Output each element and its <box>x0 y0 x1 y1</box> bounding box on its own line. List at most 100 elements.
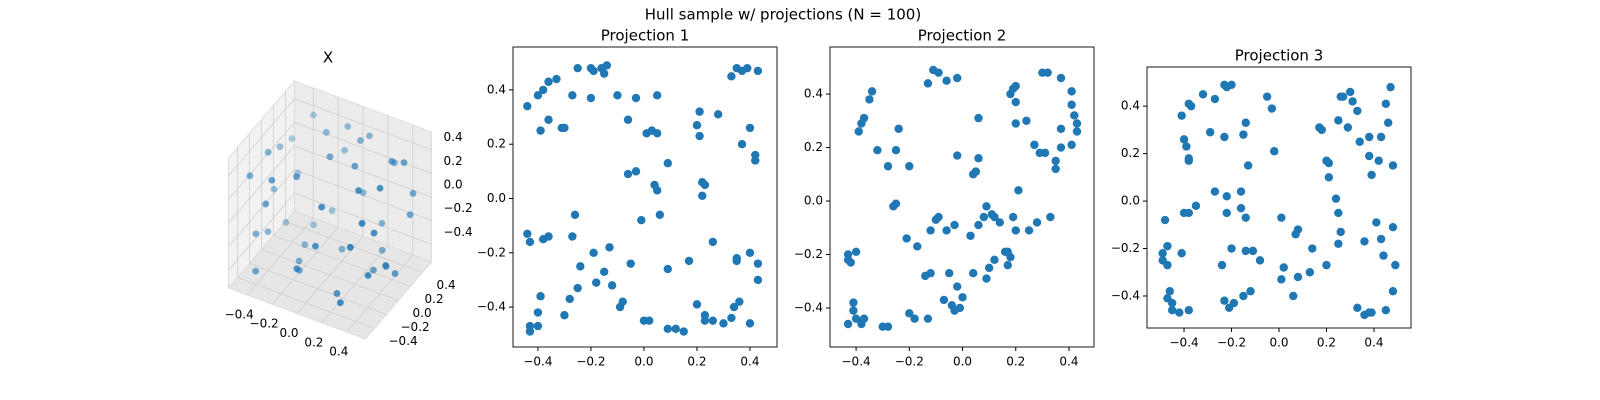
point <box>934 68 943 77</box>
point <box>533 308 543 317</box>
point <box>1070 111 1079 120</box>
axes-title: Projection 3 <box>1235 47 1323 65</box>
point <box>1365 151 1374 161</box>
point <box>341 146 348 154</box>
point <box>891 146 901 155</box>
point <box>984 263 994 273</box>
point <box>570 210 580 219</box>
point <box>1236 203 1246 213</box>
point <box>366 132 373 140</box>
x-tick-label: −0.4 <box>1169 336 1198 350</box>
point <box>1160 215 1170 225</box>
point <box>378 219 386 227</box>
point <box>950 306 959 315</box>
point <box>652 91 662 100</box>
point <box>358 220 366 227</box>
x-tick-label: 0.2 <box>687 355 706 369</box>
z-grid-line <box>294 145 432 198</box>
point <box>1293 272 1303 282</box>
point <box>1056 124 1066 134</box>
point <box>282 219 290 226</box>
point <box>1220 296 1229 305</box>
z-grid-line <box>294 192 432 245</box>
point <box>679 327 688 336</box>
point <box>364 272 372 279</box>
point <box>1338 92 1348 101</box>
point <box>727 313 736 323</box>
point <box>525 237 535 247</box>
point <box>695 131 704 141</box>
point <box>1243 161 1253 170</box>
point <box>645 316 654 325</box>
point <box>867 87 877 96</box>
point <box>1056 143 1066 152</box>
point <box>642 129 651 138</box>
point <box>1289 291 1298 301</box>
point <box>692 300 702 309</box>
point <box>589 66 598 76</box>
point <box>753 275 763 285</box>
point <box>982 202 991 211</box>
point <box>605 243 614 252</box>
point <box>1014 186 1023 195</box>
point <box>615 302 625 312</box>
z-grid-line <box>294 121 432 174</box>
point <box>713 110 723 119</box>
point <box>942 76 951 85</box>
point <box>1293 225 1303 234</box>
point <box>1067 140 1076 150</box>
point <box>533 321 543 331</box>
point <box>700 316 710 325</box>
point <box>1367 308 1376 317</box>
point <box>934 212 943 222</box>
point <box>1388 161 1398 170</box>
point <box>966 231 975 240</box>
point <box>1241 118 1250 127</box>
point <box>1227 80 1236 89</box>
point <box>1011 226 1020 235</box>
point <box>990 212 999 222</box>
point <box>698 191 707 200</box>
point <box>1355 137 1364 146</box>
point <box>409 190 417 197</box>
point <box>288 135 296 142</box>
point <box>926 269 935 278</box>
point <box>1388 287 1398 296</box>
y-tick-label: 0.0 <box>1121 194 1140 208</box>
point <box>390 159 398 167</box>
point <box>1008 212 1018 222</box>
x-tick-label: −0.4 <box>225 307 254 321</box>
point <box>974 113 983 123</box>
x-tick-label: −0.4 <box>842 355 871 369</box>
point <box>338 245 346 253</box>
point <box>1222 208 1231 218</box>
point <box>1220 132 1229 142</box>
point <box>552 74 561 84</box>
point <box>1205 128 1215 137</box>
point <box>525 327 535 336</box>
point <box>346 243 354 251</box>
point <box>655 210 665 219</box>
point <box>406 211 414 219</box>
point <box>968 269 978 278</box>
point <box>270 185 278 193</box>
point <box>1067 87 1076 96</box>
point <box>849 298 858 307</box>
point <box>843 255 853 265</box>
point <box>953 282 962 291</box>
x-tick-label: 0.0 <box>1269 336 1288 350</box>
point <box>391 270 399 277</box>
point <box>565 294 574 304</box>
point <box>1043 68 1052 77</box>
point <box>293 173 300 181</box>
y-tick-label: 0.0 <box>413 306 432 320</box>
point <box>589 248 598 257</box>
point <box>905 162 914 171</box>
y-tick-label: −0.2 <box>401 320 430 334</box>
point <box>732 256 741 266</box>
point <box>1336 227 1345 237</box>
point <box>539 85 548 95</box>
point <box>923 79 933 88</box>
z-grid-line <box>228 122 295 200</box>
point <box>708 237 718 247</box>
